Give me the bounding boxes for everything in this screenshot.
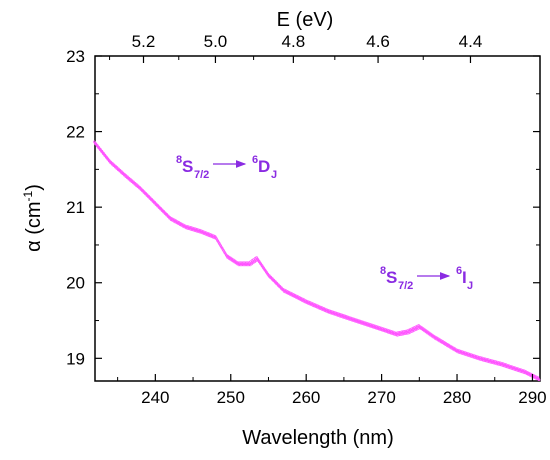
y-axis-title: α (cm-1) xyxy=(21,184,45,252)
curve-layer xyxy=(93,140,541,382)
top-tick-label: 5.0 xyxy=(204,32,228,51)
y-tick-label: 21 xyxy=(66,198,85,217)
annotation-1-from-main: S xyxy=(182,157,193,176)
annotation-2-to-sub: J xyxy=(467,280,473,292)
top-tick-label: 4.4 xyxy=(459,32,483,51)
y-axis-title-close: ) xyxy=(23,184,45,191)
annotation-1-from-sup: 8 xyxy=(176,154,182,166)
x-tick-label: 290 xyxy=(518,388,546,407)
curve-point xyxy=(537,378,541,382)
y-tick-label: 22 xyxy=(66,123,85,142)
x-axis-title: Wavelength (nm) xyxy=(242,427,394,449)
y-tick-label: 23 xyxy=(66,47,85,66)
annotation-i-transition: 8 S 7/2 6 I J xyxy=(380,265,473,292)
y-axis-title-sup: -1 xyxy=(21,190,35,201)
x-tick-label: 280 xyxy=(443,388,471,407)
top-tick-label: 4.6 xyxy=(366,32,390,51)
annotation-1-to-sup: 6 xyxy=(252,154,258,166)
annotation-1-from-sub: 7/2 xyxy=(194,169,209,181)
x-tick-label: 270 xyxy=(367,388,395,407)
annotation-2-to-main: I xyxy=(462,268,467,287)
x-tick-label: 260 xyxy=(292,388,320,407)
annotation-2-from-sup: 8 xyxy=(380,265,386,277)
annotation-1-to-main: D xyxy=(258,157,270,176)
annotation-1-to-sub: J xyxy=(271,169,277,181)
y-axis-title-main: α (cm xyxy=(23,201,45,251)
top-tick-label: 4.8 xyxy=(282,32,306,51)
top-axis-title: E (eV) xyxy=(277,9,334,31)
top-tick-label: 5.2 xyxy=(132,32,156,51)
annotation-2-from-main: S xyxy=(386,268,397,287)
y-tick-label: 20 xyxy=(66,274,85,293)
plot-frame xyxy=(94,55,541,382)
annotation-2-to-sup: 6 xyxy=(456,265,462,277)
ticks-layer: 240 250 260 270 280 290 19 20 21 22 23 5.2 5.0 4.8 4.6… xyxy=(66,32,547,407)
x-tick-label: 240 xyxy=(141,388,169,407)
x-tick-label: 250 xyxy=(217,388,245,407)
y-tick-label: 19 xyxy=(66,349,85,368)
annotation-2-from-sub: 7/2 xyxy=(398,280,413,292)
annotation-d-transition: 8 S 7/2 6 D J xyxy=(176,154,277,181)
series-absorption xyxy=(93,140,541,382)
